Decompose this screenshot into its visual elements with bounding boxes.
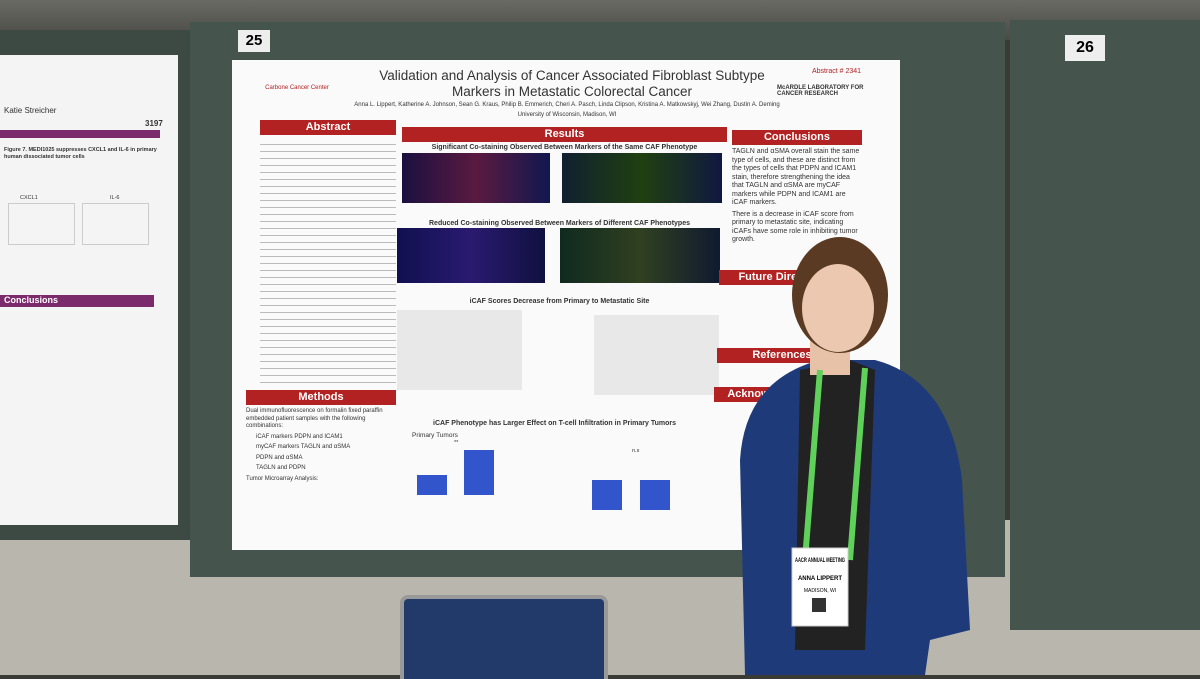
- badge-name: ANNA LIPPERT: [798, 576, 842, 582]
- poster-title: Validation and Analysis of Cancer Associ…: [379, 68, 765, 99]
- left-poster: Katie Streicher 3197 Figure 7. MEDI1025 …: [0, 55, 178, 525]
- section-header: Conclusions: [0, 295, 154, 307]
- section-header: Conclusions: [732, 130, 862, 145]
- chart-label: IL-6: [110, 195, 120, 201]
- authors: Anna L. Lippert, Katherine A. Johnson, S…: [354, 102, 780, 108]
- micrograph: [402, 153, 550, 203]
- abstract-number: Abstract # 2341: [812, 68, 862, 75]
- bar: [592, 480, 622, 510]
- badge: [791, 547, 849, 627]
- chart-title: Primary Tumors: [412, 432, 458, 439]
- micrograph: [560, 228, 720, 283]
- bullet: iCAF markers PDPN and ICAM1: [256, 433, 343, 440]
- logo: Carbone Cancer Center: [265, 85, 329, 91]
- chair: [400, 595, 608, 679]
- conclusions-list: TAGLN and αSMA overall stain the same ty…: [732, 148, 862, 248]
- section-header: Abstract: [260, 120, 396, 135]
- section-header: Results: [402, 127, 727, 142]
- badge-meeting: AACR ANNUAL MEETING: [795, 557, 845, 564]
- affiliation: University of Wisconsin, Madison, WI: [517, 112, 617, 118]
- results-subtitle: Significant Co-staining Observed Between…: [431, 144, 698, 151]
- results-subtitle: iCAF Phenotype has Larger Effect on T-ce…: [433, 420, 676, 427]
- board-number: 26: [1065, 35, 1105, 61]
- badge-location: MADISON, WI: [804, 588, 836, 594]
- bullet: PDPN and αSMA: [256, 454, 303, 461]
- section-header: Methods: [246, 390, 396, 405]
- bullet: TAGLN and PDPN: [256, 465, 306, 471]
- scatter-plot: [397, 310, 522, 390]
- significance: **: [454, 440, 459, 446]
- results-subtitle: Reduced Co-staining Observed Between Mar…: [429, 220, 690, 227]
- results-subtitle: iCAF Scores Decrease from Primary to Met…: [469, 298, 650, 305]
- lanyard: [802, 367, 868, 561]
- logo: McARDLE LABORATORY FOR CANCER RESEARCH: [777, 85, 864, 97]
- right-board: [1010, 20, 1200, 630]
- bar: [417, 475, 447, 495]
- micrograph: [562, 153, 722, 203]
- face: [802, 264, 874, 352]
- poster-number: 3197: [145, 119, 163, 128]
- band: [0, 130, 160, 138]
- caption: Figure 7. MEDI1025 suppresses CXCL1 and …: [4, 147, 157, 160]
- bullet: Dual immunofluorescence on formalin fixe…: [246, 408, 383, 429]
- bullet: Tumor Microarray Analysis:: [246, 475, 319, 482]
- chart: [8, 203, 75, 245]
- bullet: TAGLN and αSMA overall stain the same ty…: [732, 148, 860, 206]
- abstract-text: [260, 140, 396, 385]
- methods-list: Dual immunofluorescence on formalin fixe…: [246, 408, 396, 486]
- qr-code: [812, 598, 826, 612]
- bar: [640, 480, 670, 510]
- chart-label: CXCL1: [20, 195, 38, 201]
- significance: n.s: [632, 448, 640, 454]
- micrograph: [397, 228, 545, 283]
- person: AACR ANNUAL MEETING ANNA LIPPERT MADISON…: [740, 237, 970, 675]
- author: Katie Streicher: [4, 106, 57, 115]
- bar: [464, 450, 494, 495]
- bullet: There is a decrease in iCAF score from p…: [732, 210, 858, 244]
- bullet: myCAF markers TAGLN and αSMA: [256, 444, 351, 450]
- scatter-plot: [594, 315, 719, 395]
- chart: [82, 203, 149, 245]
- board-number: 25: [238, 30, 270, 52]
